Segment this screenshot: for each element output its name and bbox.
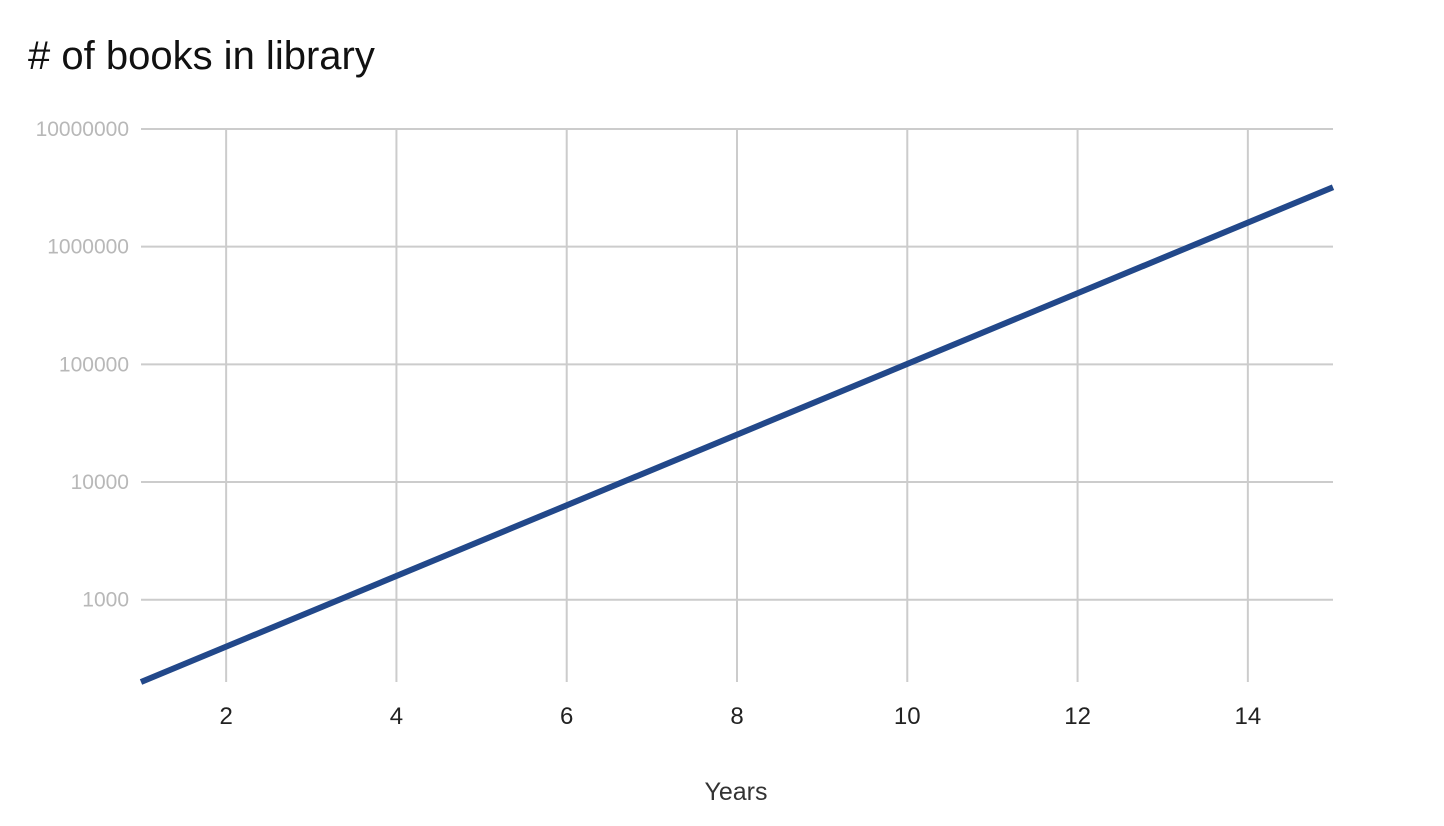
- x-tick-label: 4: [390, 703, 403, 730]
- x-tick-label: 6: [560, 703, 573, 730]
- series-lines: [139, 184, 1335, 685]
- x-tick-label: 8: [730, 703, 743, 730]
- series-line: [139, 184, 1335, 685]
- x-axis-tick-labels: 2 4 6 8 10 12 14: [219, 703, 1261, 730]
- chart-title: # of books in library: [28, 34, 375, 78]
- y-tick-label: 100000: [59, 353, 129, 376]
- x-tick-label: 10: [894, 703, 921, 730]
- x-tick-label: 2: [219, 703, 232, 730]
- y-tick-label: 10000: [71, 471, 129, 494]
- y-axis-tick-labels: 1000 10000 100000 1000000 10000000: [36, 118, 129, 612]
- x-axis-label: Years: [704, 778, 767, 806]
- y-tick-label: 1000: [82, 589, 129, 612]
- y-tick-label: 1000000: [47, 236, 129, 259]
- vertical-gridlines: [225, 129, 1249, 682]
- x-tick-label: 14: [1235, 703, 1262, 730]
- y-tick-label: 10000000: [36, 118, 129, 141]
- x-tick-label: 12: [1064, 703, 1091, 730]
